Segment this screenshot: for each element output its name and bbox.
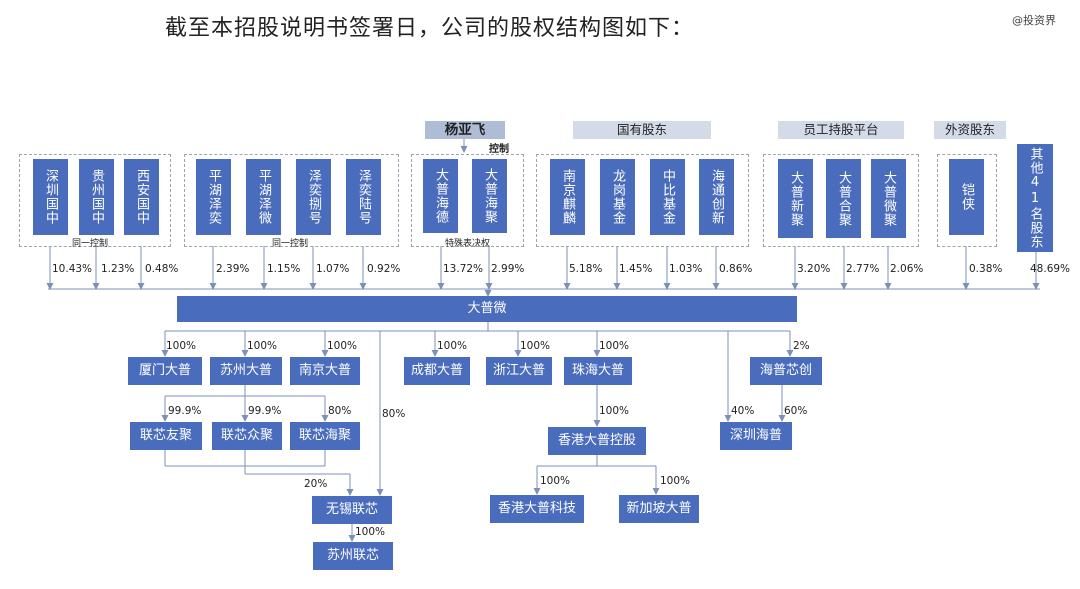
shareholder-other-41: 其他41名股东 xyxy=(1017,144,1053,252)
pct-suzhou: 100% xyxy=(247,340,278,352)
page-title: 截至本招股说明书签署日，公司的股权结构图如下： xyxy=(165,16,695,41)
pct-pinghu-zewei: 1.15% xyxy=(267,263,301,275)
sub-zhuhai-dapu: 珠海大普 xyxy=(564,357,632,385)
pct-zeyi-6: 0.92% xyxy=(367,263,401,275)
sub-suzhou-dapu: 苏州大普 xyxy=(210,357,282,385)
shareholder-dapu-weiju: 大普微聚 xyxy=(871,159,906,238)
sub-singapore-dapu: 新加坡大普 xyxy=(619,495,699,523)
pct-lianxin-zhongju: 99.9% xyxy=(248,405,282,417)
group-frame-foreign xyxy=(937,154,997,247)
pct-hk-tech: 100% xyxy=(540,475,571,487)
shareholder-longgang-fund: 龙岗基金 xyxy=(600,159,635,235)
group-frame-zeyi xyxy=(184,154,399,247)
pct-haitong-innovation: 0.86% xyxy=(719,263,753,275)
pct-hk-holding: 100% xyxy=(599,405,630,417)
pct-wuxi-from-company: 80% xyxy=(382,408,406,420)
shareholder-guizhou-guozhong: 贵州国中 xyxy=(79,159,114,235)
shareholder-pinghu-zewei: 平湖泽微 xyxy=(246,159,281,235)
controller-header: 杨亚飞 xyxy=(425,121,505,139)
group-frame-state xyxy=(536,154,749,247)
pct-kioxia: 0.38% xyxy=(969,263,1003,275)
shareholder-dapu-xinju: 大普新聚 xyxy=(778,159,813,238)
sub-zhejiang-dapu: 浙江大普 xyxy=(486,357,552,385)
pct-dapu-haiju: 2.99% xyxy=(491,263,525,275)
pct-haipu-xinchuang: 2% xyxy=(793,340,810,352)
pct-dapu-haide: 13.72% xyxy=(443,263,484,275)
pct-shenzhen-guozhong: 10.43% xyxy=(52,263,93,275)
control-label: 控制 xyxy=(489,144,509,155)
pct-dapu-xinju: 3.20% xyxy=(797,263,831,275)
pct-lianxin-youju: 99.9% xyxy=(168,405,202,417)
group-frame-guozhong xyxy=(19,154,171,247)
sub-lianxin-youju: 联芯友聚 xyxy=(130,422,202,450)
pct-shenzhen-haipu-a: 40% xyxy=(731,405,755,417)
state-shareholders-header: 国有股东 xyxy=(573,121,711,139)
pct-singapore: 100% xyxy=(660,475,691,487)
sub-wuxi-lianxin: 无锡联芯 xyxy=(312,496,392,524)
pct-longgang-fund: 1.45% xyxy=(619,263,653,275)
watermark: @投资界 xyxy=(1012,14,1056,27)
pct-zhongbi-fund: 1.03% xyxy=(669,263,703,275)
company-dapuwei: 大普微 xyxy=(177,296,797,322)
shareholder-nanjing-qilin: 南京麒麟 xyxy=(550,159,585,235)
pct-pinghu-zeyi: 2.39% xyxy=(216,263,250,275)
pct-dapu-weiju: 2.06% xyxy=(890,263,924,275)
pct-xiamen: 100% xyxy=(166,340,197,352)
sub-nanjing-dapu: 南京大普 xyxy=(290,357,360,385)
pct-wuxi-from-lianxin: 20% xyxy=(304,478,328,490)
sub-lianxin-zhongju: 联芯众聚 xyxy=(212,422,282,450)
shareholder-zeyi-6: 泽奕陆号 xyxy=(346,159,381,235)
group-note-guozhong: 同一控制 xyxy=(72,239,109,249)
pct-shenzhen-haipu-b: 60% xyxy=(784,405,808,417)
pct-nanjing: 100% xyxy=(327,340,358,352)
pct-lianxin-haiju: 80% xyxy=(328,405,352,417)
shareholder-xian-guozhong: 西安国中 xyxy=(124,159,159,235)
sub-haipu-xinchuang: 海普芯创 xyxy=(750,357,822,385)
shareholder-haitong-innovation: 海通创新 xyxy=(699,159,734,235)
pct-dapu-heju: 2.77% xyxy=(846,263,880,275)
shareholder-zhongbi-fund: 中比基金 xyxy=(650,159,685,235)
foreign-shareholders-header: 外资股东 xyxy=(934,121,1006,139)
shareholder-pinghu-zeyi: 平湖泽奕 xyxy=(196,159,231,235)
shareholder-shenzhen-guozhong: 深圳国中 xyxy=(33,159,68,235)
sub-xiamen-dapu: 厦门大普 xyxy=(128,357,202,385)
shareholder-dapu-heju: 大普合聚 xyxy=(826,159,861,238)
group-frame-employee xyxy=(763,154,919,247)
group-note-special-voting: 特殊表决权 xyxy=(445,239,491,249)
sub-chengdu-dapu: 成都大普 xyxy=(404,357,470,385)
shareholder-dapu-haiju: 大普海聚 xyxy=(472,159,507,233)
pct-guizhou-guozhong: 1.23% xyxy=(101,263,135,275)
pct-zhejiang: 100% xyxy=(520,340,551,352)
pct-other-41: 48.69% xyxy=(1030,263,1071,275)
pct-chengdu: 100% xyxy=(437,340,468,352)
shareholder-dapu-haide: 大普海德 xyxy=(423,159,458,233)
pct-xian-guozhong: 0.48% xyxy=(145,263,179,275)
sub-shenzhen-haipu: 深圳海普 xyxy=(720,422,792,450)
sub-lianxin-haiju: 联芯海聚 xyxy=(290,422,360,450)
pct-zhuhai: 100% xyxy=(599,340,630,352)
employee-platform-header: 员工持股平台 xyxy=(778,121,904,139)
group-frame-controller xyxy=(411,154,524,247)
sub-hk-dapu-tech: 香港大普科技 xyxy=(490,495,584,523)
sub-hk-dapu-holding: 香港大普控股 xyxy=(548,427,646,455)
group-note-zeyi: 同一控制 xyxy=(272,239,309,249)
sub-suzhou-lianxin: 苏州联芯 xyxy=(313,542,393,570)
shareholder-zeyi-8: 泽奕捌号 xyxy=(296,159,331,235)
pct-zeyi-8: 1.07% xyxy=(316,263,350,275)
pct-suzhou-lianxin: 100% xyxy=(355,526,386,538)
shareholder-kioxia: 铠侠 xyxy=(949,159,984,235)
pct-nanjing-qilin: 5.18% xyxy=(569,263,603,275)
